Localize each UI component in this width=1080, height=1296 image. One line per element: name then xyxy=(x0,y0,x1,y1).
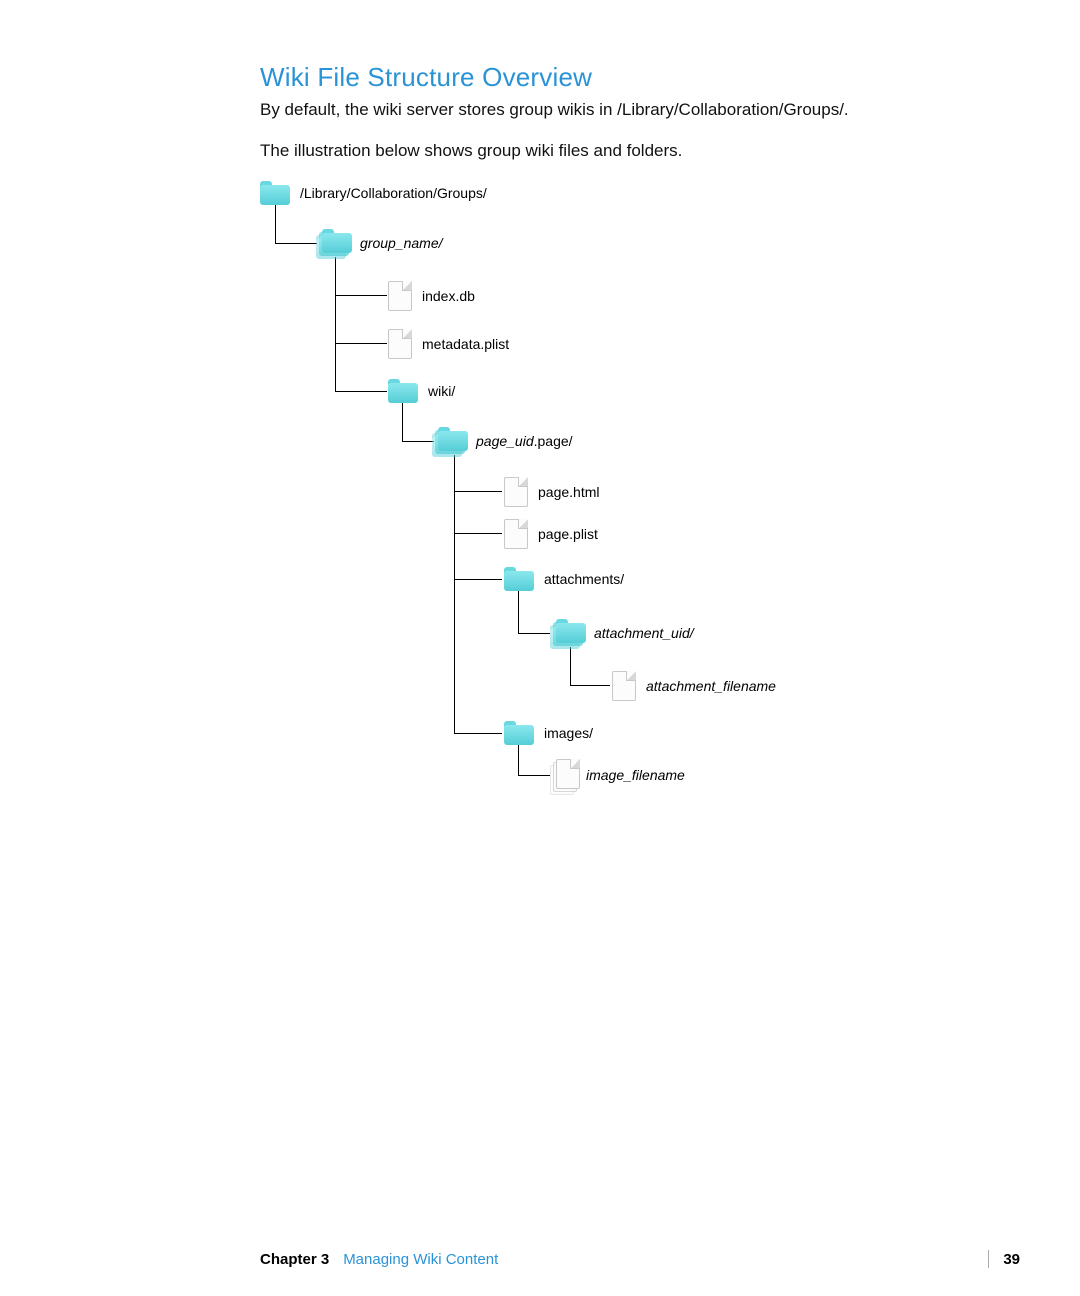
tree-node-page-plist: page.plist xyxy=(504,519,598,549)
tree-node-root: /Library/Collaboration/Groups/ xyxy=(260,181,487,205)
file-icon xyxy=(504,477,528,507)
node-label: attachment_filename xyxy=(646,678,776,694)
file-icon xyxy=(388,281,412,311)
tree-node-wiki: wiki/ xyxy=(388,379,455,403)
chapter-title: Managing Wiki Content xyxy=(343,1251,498,1268)
page-number: 39 xyxy=(1003,1251,1020,1268)
tree-node-attachment-filename: attachment_filename xyxy=(612,671,776,701)
folder-stack-icon xyxy=(316,229,350,257)
file-icon xyxy=(612,671,636,701)
file-icon xyxy=(388,329,412,359)
file-stack-icon xyxy=(550,759,576,791)
folder-stack-icon xyxy=(432,427,466,455)
tree-node-image-filename: image_filename xyxy=(550,759,685,791)
intro-paragraph-2: The illustration below shows group wiki … xyxy=(260,140,1020,163)
node-label: page.plist xyxy=(538,526,598,542)
node-label: image_filename xyxy=(586,767,685,783)
folder-stack-icon xyxy=(550,619,584,647)
folder-icon xyxy=(504,721,534,745)
node-label: images/ xyxy=(544,725,593,741)
intro-paragraph-1: By default, the wiki server stores group… xyxy=(260,99,1020,122)
footer-divider xyxy=(988,1250,989,1268)
tree-node-images: images/ xyxy=(504,721,593,745)
node-label: metadata.plist xyxy=(422,336,509,352)
file-tree-diagram: /Library/Collaboration/Groups/ group_nam… xyxy=(260,181,960,821)
tree-node-page-html: page.html xyxy=(504,477,599,507)
node-label: index.db xyxy=(422,288,475,304)
tree-node-attachments: attachments/ xyxy=(504,567,624,591)
tree-node-metadata: metadata.plist xyxy=(388,329,509,359)
tree-node-index-db: index.db xyxy=(388,281,475,311)
node-label: /Library/Collaboration/Groups/ xyxy=(300,185,487,201)
folder-icon xyxy=(260,181,290,205)
node-label: wiki/ xyxy=(428,383,455,399)
folder-icon xyxy=(504,567,534,591)
tree-node-attachment-uid: attachment_uid/ xyxy=(550,619,694,647)
folder-icon xyxy=(388,379,418,403)
node-label: group_name/ xyxy=(360,235,443,251)
page-footer: Chapter 3 Managing Wiki Content 39 xyxy=(260,1250,1020,1268)
node-label: attachment_uid/ xyxy=(594,625,694,641)
node-label: page.html xyxy=(538,484,599,500)
node-label: page_uid.page/ xyxy=(476,433,573,449)
file-icon xyxy=(504,519,528,549)
chapter-number: Chapter 3 xyxy=(260,1251,329,1268)
tree-node-group-name: group_name/ xyxy=(316,229,443,257)
tree-node-page-uid: page_uid.page/ xyxy=(432,427,573,455)
section-heading: Wiki File Structure Overview xyxy=(260,62,1020,93)
node-label: attachments/ xyxy=(544,571,624,587)
